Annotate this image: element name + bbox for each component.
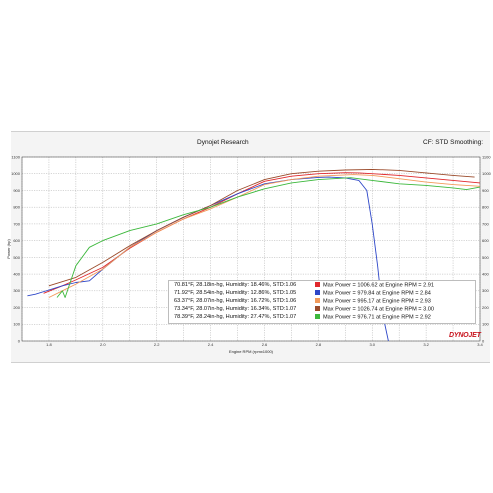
legend-conditions-3: 63.37°F, 28.07in-hg, Humidity: 16.72%, S… [174, 298, 297, 304]
y-tick-label-left: 1100 [11, 154, 20, 159]
y-tick-label-left: 1000 [11, 171, 21, 176]
y-tick-label-left: 600 [13, 238, 20, 243]
x-ticks: 1.8 2.0 2.2 2.4 2.6 2.8 3.0 3.2 3.4 [46, 342, 483, 347]
x-tick-label: 2.0 [100, 342, 106, 347]
y-tick-label-right: 900 [482, 188, 489, 193]
y-tick-label-right: 200 [482, 305, 489, 310]
power-curve-5 [56, 177, 481, 298]
legend-result-5: Max Power = 976.71 at Engine RPM = 2.92 [315, 314, 431, 321]
power-curves [27, 168, 481, 342]
x-tick-label: 3.4 [477, 342, 483, 347]
x-tick-label: 2.8 [316, 342, 322, 347]
y-tick-label-right: 400 [482, 271, 489, 276]
legend-conditions-4: 73.34°F, 28.07in-hg, Humidity: 16.34%, S… [174, 306, 297, 312]
legend-result-text-4: Max Power = 1026.74 at Engine RPM = 3.00 [323, 306, 435, 313]
legend-result-text-3: Max Power = 995.17 at Engine RPM = 2.93 [323, 298, 431, 305]
y-tick-label-right: 1000 [482, 171, 492, 176]
brand-text: DYNOJET [449, 332, 481, 339]
legend-result-text-1: Max Power = 1006.62 at Engine RPM = 2.91 [323, 282, 435, 289]
legend-conditions-2: 71.92°F, 28.54in-hg, Humidity: 12.86%, S… [174, 290, 297, 296]
y-tick-label-right: 700 [482, 221, 489, 226]
power-curve-1 [43, 172, 481, 294]
swatch-2 [315, 290, 320, 295]
y-tick-label-left: 800 [13, 205, 20, 210]
y-tick-label-left: 200 [13, 305, 20, 310]
chart-title: Dynojet Research [197, 139, 249, 146]
y-tick-label-left: 900 [13, 188, 20, 193]
x-tick-label: 3.0 [369, 342, 375, 347]
y-tick-label-right: 800 [482, 205, 489, 210]
y-tick-label-left: 700 [13, 221, 20, 226]
x-tick-label: 2.6 [262, 342, 268, 347]
legend-result-text-5: Max Power = 976.71 at Engine RPM = 2.92 [323, 314, 431, 321]
y-ticks-left: 0 100 200 300 400 500 600 700 800 900 1000 1100 [11, 154, 21, 343]
legend-result-1: Max Power = 1006.62 at Engine RPM = 2.91 [315, 282, 434, 289]
x-axis-label: Engine RPM (rpmx1000) [229, 349, 274, 354]
y-ticks-right: 0 100 200 300 400 500 600 700 800 900 1000 1100 [482, 154, 492, 343]
y-tick-label-right: 0 [482, 338, 485, 343]
power-curve-2 [27, 176, 389, 342]
run-legend: 70.81°F, 28.18in-hg, Humidity: 18.46%, S… [168, 280, 476, 324]
plot-border [21, 156, 481, 342]
swatch-1 [315, 282, 320, 287]
legend-result-4: Max Power = 1026.74 at Engine RPM = 3.00 [315, 306, 434, 313]
x-tick-label: 1.8 [46, 342, 52, 347]
swatch-5 [315, 314, 320, 319]
legend-result-3: Max Power = 995.17 at Engine RPM = 2.93 [315, 298, 431, 305]
y-tick-label-left: 0 [18, 338, 21, 343]
y-tick-label-right: 500 [482, 255, 489, 260]
x-tick-label: 3.2 [423, 342, 429, 347]
y-tick-label-left: 400 [13, 271, 20, 276]
power-curve-3 [48, 174, 481, 298]
dynojet-logo: DYNOJET [449, 332, 481, 339]
y-tick-label-right: 300 [482, 288, 489, 293]
y-tick-label-right: 1100 [482, 154, 491, 159]
power-curve-4 [48, 168, 475, 287]
legend-result-2: Max Power = 979.84 at Engine RPM = 2.84 [315, 290, 431, 297]
swatch-3 [315, 298, 320, 303]
swatch-4 [315, 306, 320, 311]
legend-result-text-2: Max Power = 979.84 at Engine RPM = 2.84 [323, 290, 431, 297]
legend-conditions-5: 78.39°F, 28.24in-hg, Humidity: 27.47%, S… [174, 314, 297, 320]
y-tick-label-right: 600 [482, 238, 489, 243]
x-tick-label: 2.4 [208, 342, 214, 347]
cf-smoothing-label: CF: STD Smoothing: [423, 139, 483, 146]
y-axis-label: Power (hp) [6, 239, 11, 259]
y-tick-label-left: 100 [13, 322, 20, 327]
y-tick-label-left: 500 [13, 255, 20, 260]
y-tick-label-left: 300 [13, 288, 20, 293]
x-tick-label: 2.2 [154, 342, 160, 347]
y-tick-label-right: 100 [482, 322, 489, 327]
legend-conditions-1: 70.81°F, 28.18in-hg, Humidity: 18.46%, S… [174, 282, 297, 288]
